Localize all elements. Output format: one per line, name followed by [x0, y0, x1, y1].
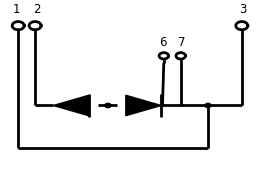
Polygon shape — [53, 95, 89, 116]
Polygon shape — [205, 103, 211, 108]
Text: 7: 7 — [178, 36, 186, 49]
Polygon shape — [126, 95, 161, 116]
Text: 1: 1 — [13, 3, 21, 16]
Text: 3: 3 — [239, 3, 247, 16]
Text: 6: 6 — [159, 36, 166, 49]
Polygon shape — [105, 103, 111, 108]
Text: 2: 2 — [33, 3, 40, 16]
